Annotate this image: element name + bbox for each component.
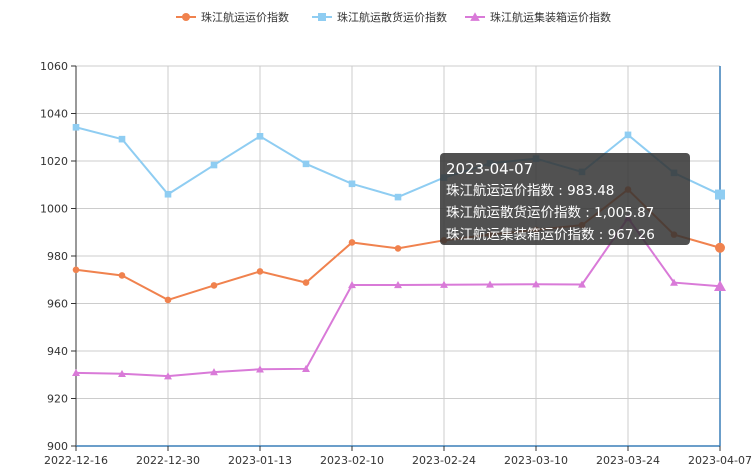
tooltip: 2023-04-07 珠江航运运价指数 : 983.48 珠江航运散货运价指数 … [440,153,690,245]
data-point [164,372,172,380]
y-tick-label: 1000 [40,203,68,216]
x-tick-label: 2022-12-16 [44,454,108,467]
data-point [670,278,678,286]
data-point [394,245,402,252]
y-tick-label: 920 [47,393,68,406]
legend-marker [182,13,190,21]
data-point [348,281,356,289]
data-point [164,190,172,198]
data-point [210,282,218,289]
legend-item-bulk-index[interactable]: 珠江航运散货运价指数 [312,10,447,24]
x-tick-label: 2023-04-07 [688,454,752,467]
data-point [532,280,540,288]
data-point [440,280,448,288]
data-point [210,161,218,169]
data-point [210,368,218,376]
y-tick-label: 960 [47,298,68,311]
data-point [164,296,172,304]
x-tick-label: 2023-01-13 [228,454,292,467]
data-point [118,272,126,279]
data-point [715,189,725,200]
data-point [302,160,310,168]
legend-label: 珠江航运散货运价指数 [337,10,447,24]
legend-item-container-index[interactable]: 珠江航运集装箱运价指数 [465,10,611,24]
legend-label: 珠江航运运价指数 [201,10,289,24]
x-tick-label: 2023-03-10 [504,454,568,467]
x-tick-label: 2022-12-30 [136,454,200,467]
data-point [72,368,80,377]
data-point [714,280,726,292]
tooltip-row-container: 珠江航运集装箱运价指数 : 967.26 [446,227,655,243]
data-point [256,268,264,275]
y-axis-ticks: 900 920 940 960 980 1000 1020 1040 1060 [40,60,76,453]
y-tick-label: 1060 [40,60,68,73]
data-point [118,135,126,143]
data-point [578,280,586,288]
data-point [256,365,264,373]
legend-marker [470,12,480,21]
y-tick-label: 940 [47,345,68,358]
legend-label: 珠江航运集装箱运价指数 [490,10,611,24]
x-tick-label: 2023-02-24 [412,454,476,467]
data-point [118,369,126,377]
x-tick-label: 2023-03-24 [596,454,660,467]
y-tick-label: 900 [47,440,68,453]
data-point [624,131,632,139]
y-tick-label: 1040 [40,108,68,121]
data-point [486,280,494,288]
tooltip-row-freight: 珠江航运运价指数 : 983.48 [446,183,615,199]
tooltip-date: 2023-04-07 [446,160,534,178]
data-point [72,266,80,274]
legend-item-freight-index[interactable]: 珠江航运运价指数 [176,10,289,24]
y-tick-label: 980 [47,250,68,263]
data-point [394,281,402,289]
legend-marker [318,13,326,21]
x-tick-label: 2023-02-10 [320,454,384,467]
data-point [72,123,80,131]
x-axis-ticks: 2022-12-16 2022-12-30 2023-01-13 2023-02-10… [44,446,752,467]
data-point [348,239,356,246]
data-point [348,180,356,188]
data-point [256,133,264,140]
data-point [715,242,725,253]
y-tick-label: 1020 [40,155,68,168]
data-point [302,279,310,286]
grid-lines [75,65,721,447]
data-point [302,364,310,372]
data-point [394,193,402,201]
tooltip-row-bulk: 珠江航运散货运价指数 : 1,005.87 [446,205,655,221]
legend[interactable]: 珠江航运运价指数 珠江航运散货运价指数 珠江航运集装箱运价指数 [176,10,611,24]
